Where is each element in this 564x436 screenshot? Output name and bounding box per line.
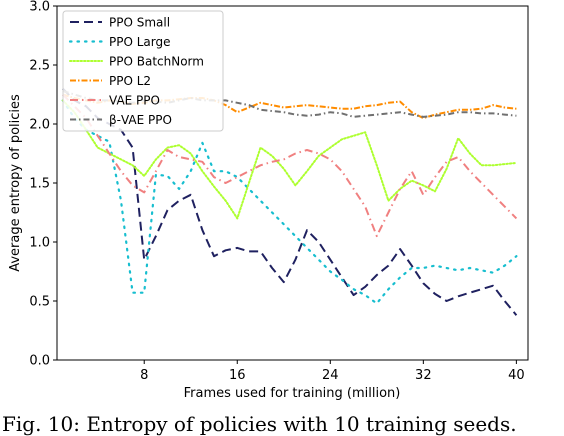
legend-label-6: β-VAE PPO <box>109 113 172 127</box>
series-line-1 <box>62 87 518 316</box>
series-line-5 <box>62 93 518 238</box>
series-line-2 <box>61 99 518 305</box>
y-tick-label: 3.0 <box>29 0 50 15</box>
legend-label-4: PPO L2 <box>109 74 151 88</box>
x-tick-label: 32 <box>415 368 432 383</box>
x-tick-label: 16 <box>229 368 246 383</box>
y-tick-label: 0.0 <box>29 354 50 369</box>
y-tick-label: 0.5 <box>29 295 50 310</box>
line-chart: 8 16 24 32 40 0.0 0.5 1.0 1.5 2.0 2.5 3.0 Frames us… <box>8 0 529 401</box>
x-tick-label: 40 <box>508 368 525 383</box>
y-axis-label: Average entropy of policies <box>8 94 23 272</box>
legend: PPO Small PPO Large PPO BatchNorm PPO L2 VAE… <box>62 10 224 132</box>
y-tick-label: 1.5 <box>29 177 50 192</box>
x-axis-label: Frames used for training (million) <box>184 386 401 401</box>
legend-label-3: PPO BatchNorm <box>109 55 204 69</box>
y-tick-label: 2.5 <box>29 59 50 74</box>
y-tick-label: 2.0 <box>29 118 50 133</box>
x-tick-label: 24 <box>322 368 339 383</box>
legend-label-1: PPO Small <box>109 16 170 30</box>
figure-caption: Fig. 10: Entropy of policies with 10 tra… <box>2 412 517 436</box>
legend-label-2: PPO Large <box>109 35 171 49</box>
y-tick-label: 1.0 <box>29 236 50 251</box>
legend-label-5: VAE PPO <box>109 94 160 108</box>
x-tick-label: 8 <box>140 368 148 383</box>
legend-frame <box>62 10 224 132</box>
series-line-3 <box>61 99 518 220</box>
tick-layer: 8 16 24 32 40 0.0 0.5 1.0 1.5 2.0 2.5 3.0 <box>29 0 524 383</box>
